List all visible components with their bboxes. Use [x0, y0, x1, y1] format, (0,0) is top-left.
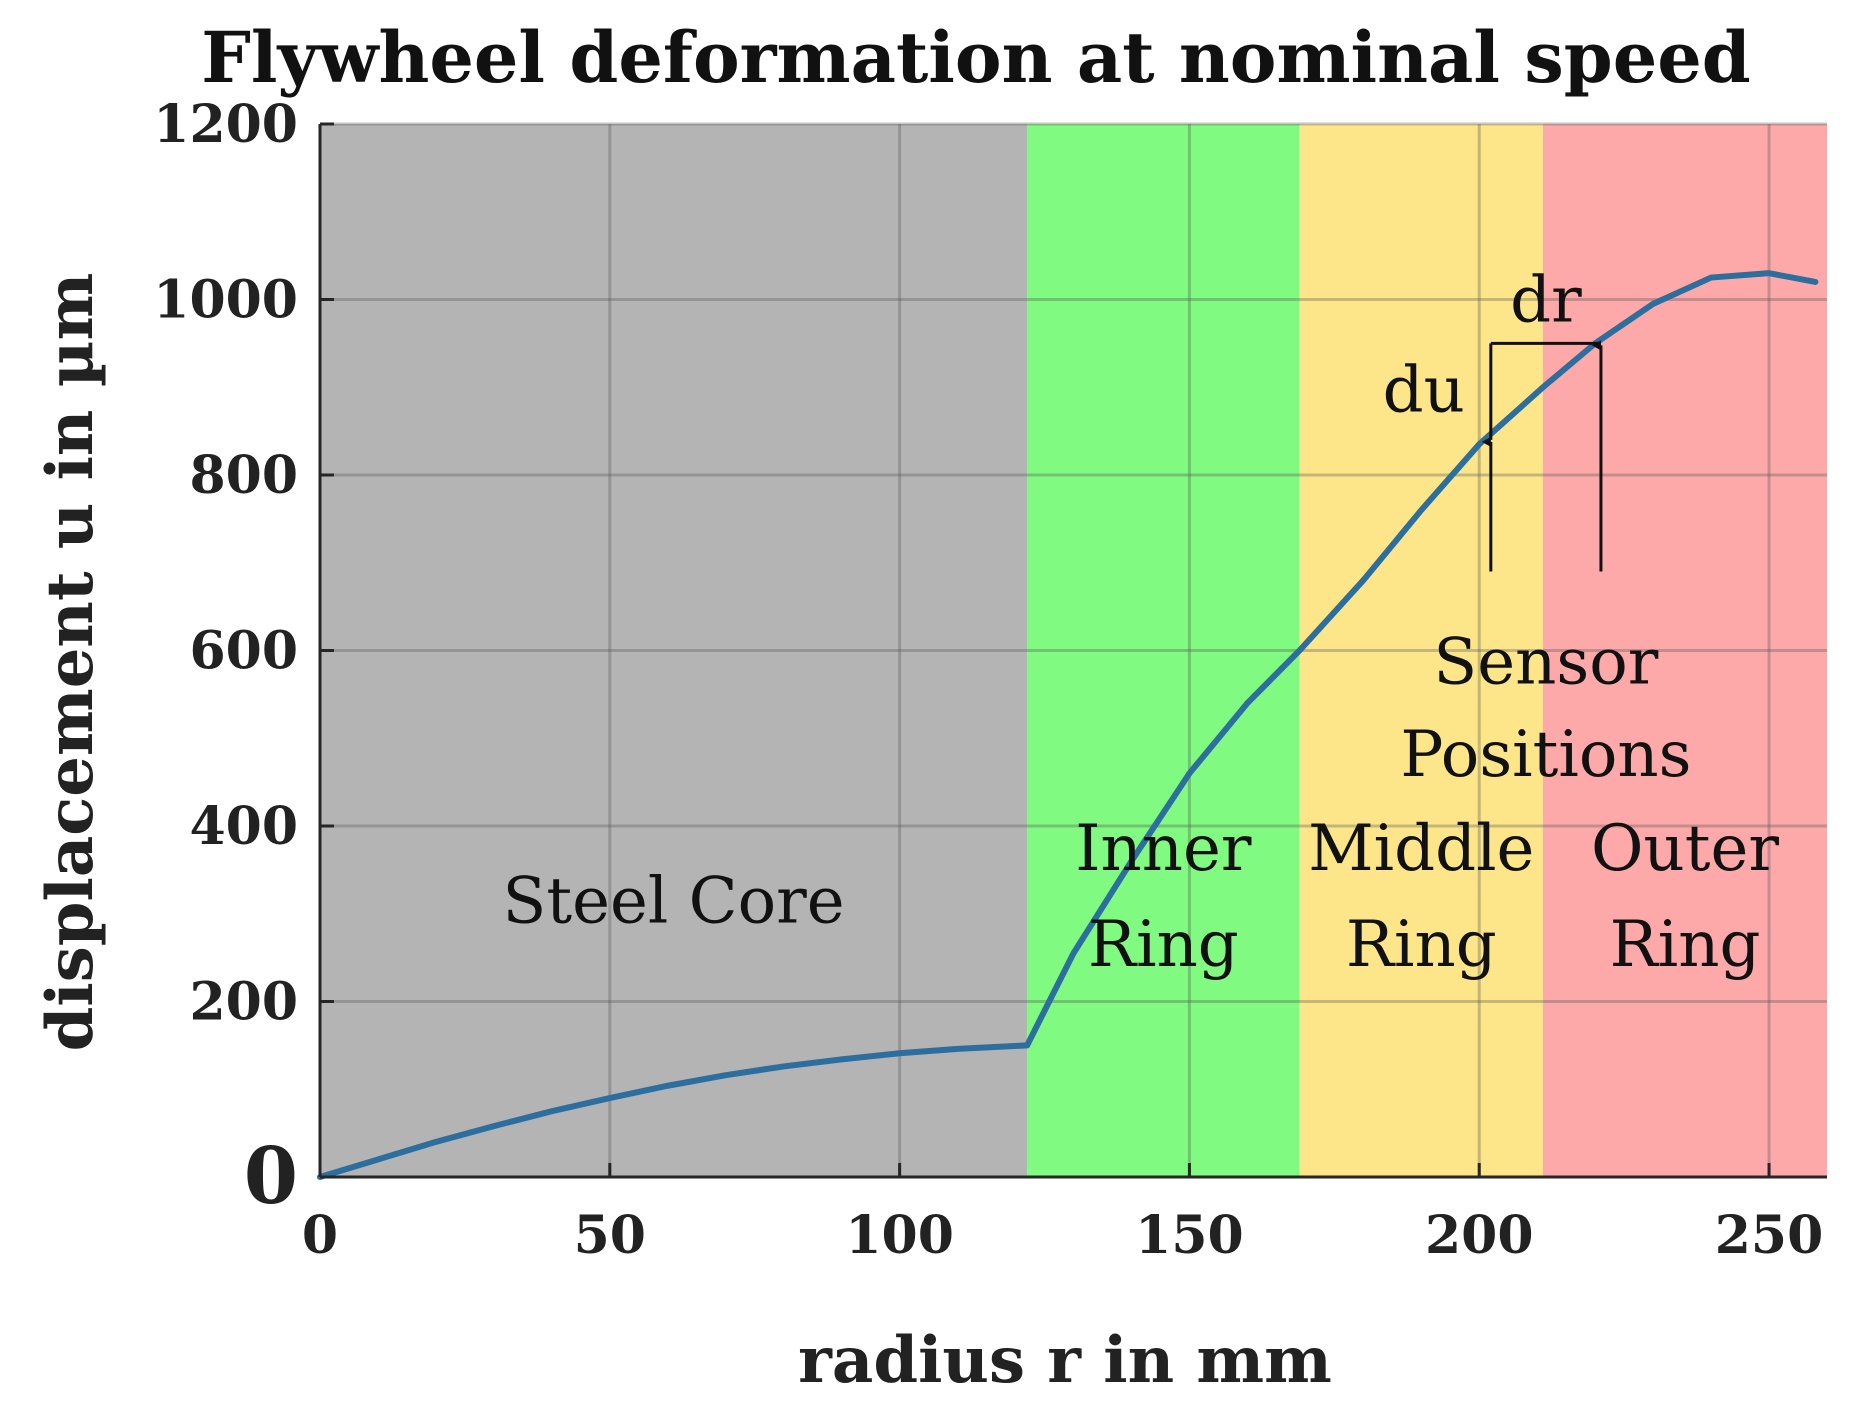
region-steel-core	[320, 124, 1028, 1177]
x-tick-label: 100	[845, 1205, 954, 1266]
x-tick-label: 250	[1715, 1205, 1824, 1266]
background-regions	[320, 124, 1827, 1177]
region-label-middle-ring: Middle Ring	[1308, 812, 1534, 982]
series-line-displacement	[317, 270, 1819, 1180]
x-tick-label: 150	[1135, 1205, 1244, 1266]
y-tick-label: 1200	[153, 94, 298, 155]
y-tick-label: 200	[189, 972, 298, 1033]
region-label-inner-ring: Inner Ring	[1075, 812, 1252, 982]
sensor-positions-label: Sensor Positions	[1400, 625, 1691, 792]
y-tick-label: 0	[244, 1131, 298, 1222]
y-tick-label: 600	[189, 621, 298, 682]
x-tick-label: 200	[1425, 1205, 1534, 1266]
chart-title: Flywheel deformation at nominal speed	[201, 16, 1751, 99]
region-outer-ring	[1542, 124, 1827, 1177]
x-tick-label: 0	[302, 1205, 338, 1266]
y-tick-label: 1000	[153, 270, 298, 331]
y-tick-label: 400	[189, 796, 298, 857]
x-tick-label: 50	[574, 1205, 646, 1266]
region-inner-ring	[1027, 124, 1300, 1177]
y-axis-label: displacement u in µm	[33, 273, 108, 1052]
axes: 0 50 100 150 200 250 0 200 400 600 800 1000 1200	[153, 94, 1827, 1266]
region-middle-ring	[1299, 124, 1543, 1177]
grid-lines	[320, 122, 1827, 1177]
du-label: du	[1383, 354, 1465, 428]
y-tick-label: 800	[189, 445, 298, 506]
chart-labels: Flywheel deformation at nominal speed ra…	[33, 16, 1751, 1398]
region-label-steel-core: Steel Core	[503, 865, 845, 939]
annotations: Steel Core Inner Ring Middle Ring Outer Ring du…	[503, 263, 1780, 982]
data-series	[317, 270, 1819, 1180]
x-axis-label: radius r in mm	[798, 1323, 1332, 1398]
region-label-outer-ring: Outer Ring	[1591, 812, 1779, 982]
dr-label: dr	[1510, 263, 1582, 337]
